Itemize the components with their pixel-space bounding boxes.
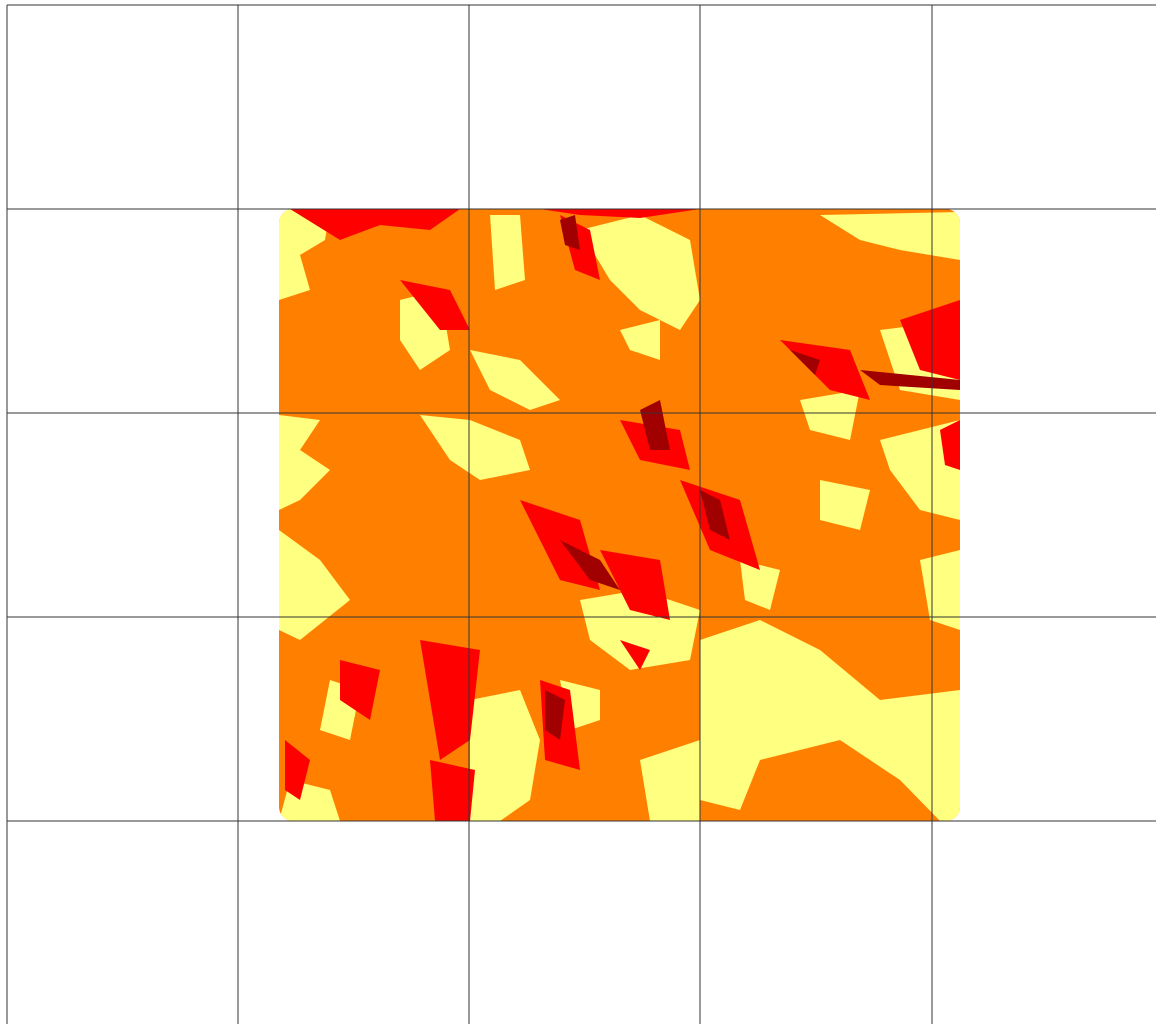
page: (() => { const data = JSON.parse(documen… xyxy=(0,0,1156,1024)
map-view xyxy=(0,0,1156,1024)
raster-layer xyxy=(279,209,960,821)
